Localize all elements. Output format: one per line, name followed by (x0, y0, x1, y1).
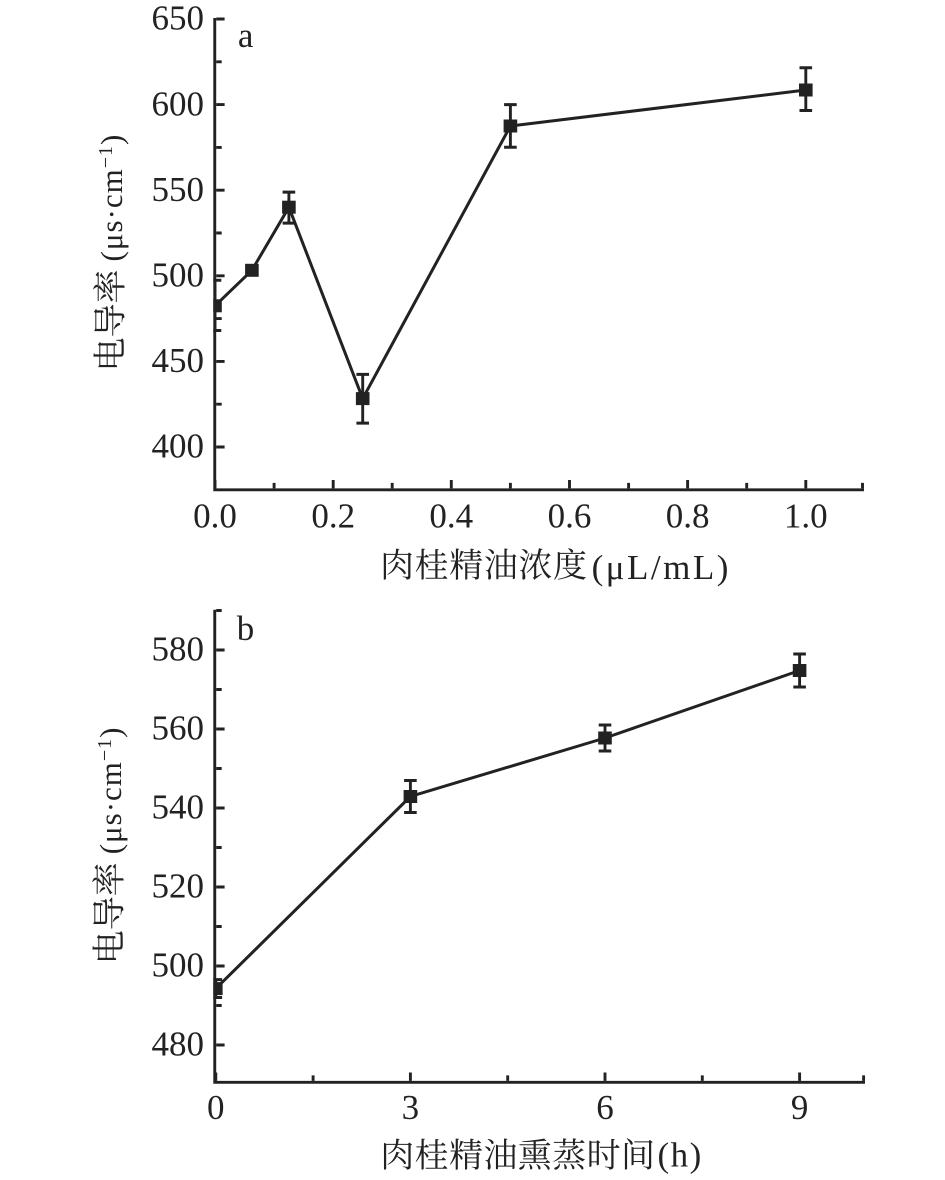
svg-text:600: 600 (152, 84, 205, 123)
svg-text:1.0: 1.0 (784, 497, 828, 536)
svg-text:540: 540 (152, 788, 205, 827)
svg-text:500: 500 (152, 256, 205, 295)
svg-text:0: 0 (207, 1088, 225, 1127)
svg-text:(μs·cm−1): (μs·cm−1) (94, 134, 129, 262)
svg-text:3: 3 (402, 1088, 420, 1127)
svg-text:(h): (h) (658, 1136, 703, 1175)
svg-text:520: 520 (152, 867, 205, 906)
svg-text:b: b (237, 609, 255, 648)
svg-text:6: 6 (596, 1088, 614, 1127)
svg-text:550: 550 (152, 170, 205, 209)
svg-text:450: 450 (152, 341, 205, 380)
svg-text:650: 650 (152, 0, 205, 38)
svg-text:9: 9 (791, 1088, 809, 1127)
svg-text:500: 500 (152, 946, 205, 985)
svg-text:(μL/mL): (μL/mL) (592, 548, 731, 587)
svg-text:400: 400 (152, 427, 205, 466)
svg-text:a: a (238, 16, 254, 55)
svg-text:560: 560 (152, 709, 205, 748)
svg-text:0.2: 0.2 (311, 497, 355, 536)
svg-text:0.6: 0.6 (548, 497, 592, 536)
svg-text:480: 480 (152, 1025, 205, 1064)
svg-text:0.4: 0.4 (429, 497, 473, 536)
svg-text:0.0: 0.0 (193, 497, 237, 536)
svg-text:580: 580 (152, 630, 205, 669)
svg-text:0.8: 0.8 (666, 497, 710, 536)
